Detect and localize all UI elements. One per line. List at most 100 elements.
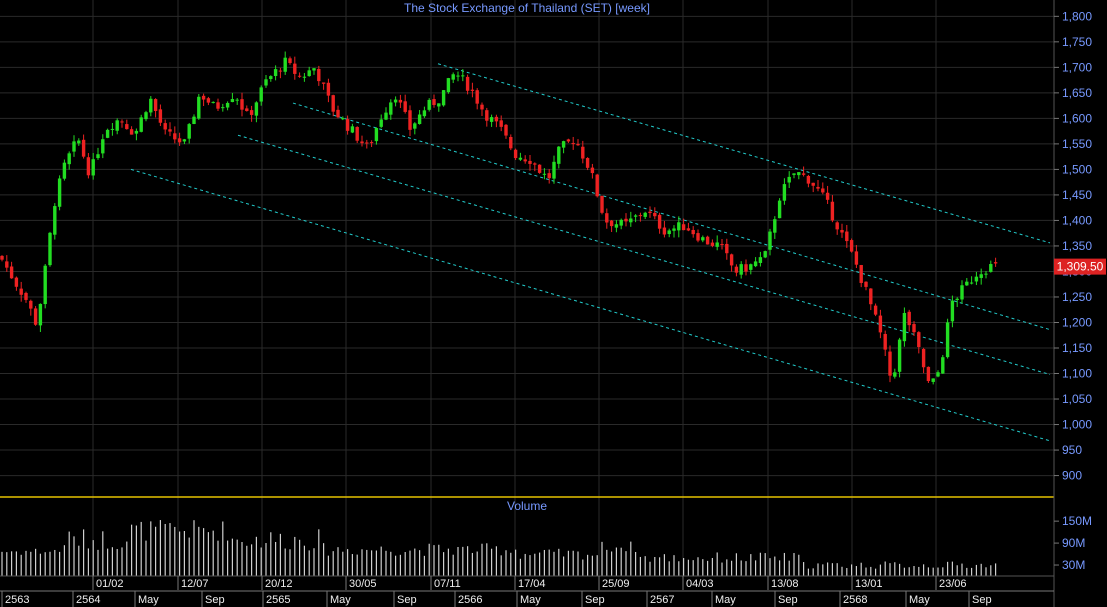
candle-body <box>773 219 777 233</box>
candle-body <box>38 303 43 326</box>
candle-body <box>129 129 134 135</box>
candle-body <box>667 230 671 235</box>
candle-body <box>566 139 571 142</box>
candle-body <box>595 174 599 197</box>
candle-body <box>854 251 859 265</box>
date-bottom-label: 2563 <box>5 594 29 606</box>
candle-body <box>5 261 9 268</box>
candle-body <box>581 146 585 159</box>
date-bottom-label: 2567 <box>650 594 674 606</box>
price-tick-label: 1,350 <box>1062 239 1092 253</box>
candle-body <box>936 372 940 377</box>
candle-body <box>173 133 177 140</box>
candle-body <box>792 173 796 175</box>
candle-body <box>489 117 494 122</box>
candle-body <box>749 264 753 270</box>
candle-body <box>432 99 436 105</box>
candle-body <box>840 229 844 233</box>
candle-body <box>926 366 931 382</box>
candle-body <box>638 215 643 217</box>
candle-body <box>24 292 28 300</box>
candle-body <box>446 78 451 93</box>
candle-body <box>965 281 969 286</box>
candle-body <box>648 211 652 213</box>
candle-body <box>547 173 551 179</box>
candle-body <box>907 311 911 326</box>
candle-body <box>341 118 345 120</box>
price-tick-label: 1,100 <box>1062 367 1092 381</box>
date-top-label: 20/12 <box>265 578 293 590</box>
candle-body <box>269 76 273 80</box>
candle-body <box>917 332 921 348</box>
candle-body <box>897 339 902 372</box>
candle-body <box>619 219 623 226</box>
date-axis-bottom: 2563 2564 May Sep 2565 May Sep 2566 May Sep 2567 Ma… <box>0 590 1054 607</box>
candle-body <box>643 212 647 217</box>
candle-body <box>33 308 38 325</box>
candle-body <box>763 251 767 258</box>
candle-body <box>653 212 657 217</box>
candle-body <box>321 82 326 84</box>
candle-body <box>931 378 935 382</box>
volume-bars <box>1 520 997 576</box>
candle-body <box>374 128 379 142</box>
candle-body <box>163 123 167 130</box>
date-bottom-label: Sep <box>397 594 417 606</box>
candle-body <box>101 139 105 154</box>
candle-body <box>278 70 283 72</box>
last-price-box <box>1054 258 1106 275</box>
candle-body <box>557 146 561 164</box>
candle-body <box>494 116 499 122</box>
candle-body <box>509 137 513 149</box>
candle-body <box>859 265 863 283</box>
candle-body <box>408 110 412 130</box>
price-tick-label: 1,550 <box>1062 137 1092 151</box>
candle-body <box>869 288 873 305</box>
date-top-label: 01/02 <box>96 578 124 590</box>
candle-body <box>225 102 230 108</box>
candle-body <box>672 228 676 231</box>
candle-body <box>273 69 278 76</box>
candle-body <box>144 112 148 120</box>
candle-body <box>211 101 215 103</box>
date-top-label: 12/07 <box>181 578 209 590</box>
candle-body <box>883 334 887 350</box>
candle-body <box>533 163 537 165</box>
candle-body <box>629 218 633 223</box>
candle-body <box>849 240 854 252</box>
candle-body <box>777 200 782 219</box>
candle-body <box>729 254 734 266</box>
date-top-label: 04/03 <box>686 578 714 590</box>
candle-body <box>187 124 191 139</box>
candle-body <box>902 312 907 342</box>
candle-body <box>888 351 892 376</box>
candle-body <box>984 273 988 275</box>
candle-body <box>29 300 33 309</box>
candle-body <box>9 266 14 279</box>
price-tick-label: 1,050 <box>1062 392 1092 406</box>
candle-body <box>216 102 220 109</box>
candle-body <box>662 227 667 235</box>
candle-body <box>993 262 998 264</box>
date-bottom-label: Sep <box>585 594 605 606</box>
price-tick-label: 1,600 <box>1062 111 1092 125</box>
candle-body <box>326 82 331 96</box>
date-bottom-label: Sep <box>778 594 798 606</box>
candle-body <box>331 95 335 112</box>
candle-body <box>297 75 302 77</box>
date-top-label: 13/08 <box>771 578 799 590</box>
candle-body <box>317 68 321 82</box>
candle-body <box>427 99 431 110</box>
date-top-label: 25/09 <box>602 578 630 590</box>
candle-body <box>878 315 883 333</box>
price-tick-label: 1,450 <box>1062 188 1092 202</box>
candle-body <box>945 322 950 358</box>
candle-body <box>518 157 523 160</box>
price-tick-label: 1,650 <box>1062 86 1092 100</box>
candle-body <box>710 242 715 246</box>
chart-title: The Stock Exchange of Thailand (SET) [we… <box>404 1 650 15</box>
candle-body <box>43 265 47 305</box>
candle-body <box>0 255 4 260</box>
candle-body <box>249 110 254 115</box>
